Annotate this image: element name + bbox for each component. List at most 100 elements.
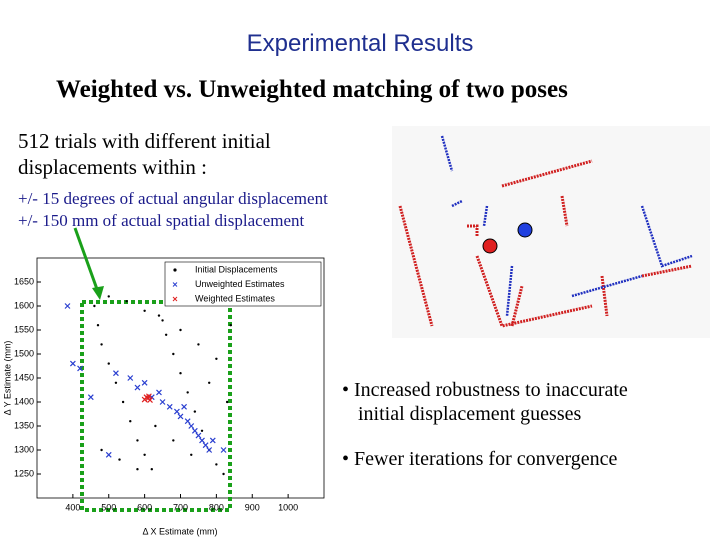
point <box>161 319 164 322</box>
point <box>229 324 232 327</box>
point <box>202 442 209 449</box>
y-tick-label: 1400 <box>14 396 34 406</box>
point <box>215 357 218 360</box>
bullet-text: Fewer iterations for convergence <box>354 448 618 470</box>
point <box>186 391 189 394</box>
point <box>209 437 216 444</box>
point <box>113 370 119 377</box>
pose-red <box>482 238 498 254</box>
legend-marker <box>173 268 177 272</box>
point <box>215 463 218 466</box>
point <box>206 447 213 453</box>
point <box>166 403 173 410</box>
range: +/- 150 mm of actual spatial displacemen… <box>18 211 305 230</box>
y-tick-label: 1250 <box>14 468 34 478</box>
point <box>195 432 202 439</box>
point <box>188 423 195 429</box>
bullet-text: Increased robustness to inaccurate <box>354 379 628 401</box>
slide-subtitle: Weighted vs. Unweighted matching of two … <box>56 76 568 103</box>
legend-marker <box>172 282 178 287</box>
point <box>107 295 110 298</box>
x-axis-label: Δ X Estimate (mm) <box>142 526 217 536</box>
y-tick-label: 1300 <box>14 444 34 454</box>
point <box>208 381 211 384</box>
point <box>197 343 200 346</box>
point <box>154 424 157 428</box>
point <box>172 439 175 442</box>
point <box>200 429 204 432</box>
point <box>181 403 188 410</box>
y-tick-label: 1650 <box>14 276 34 286</box>
point <box>136 439 139 442</box>
arrow-shaft <box>73 227 100 293</box>
pose-blue <box>517 222 533 238</box>
legend-label: Weighted Estimates <box>195 293 275 303</box>
point <box>220 447 227 453</box>
point <box>222 472 225 476</box>
y-axis-label: Δ Y Estimate (mm) <box>2 341 12 416</box>
bullet-line: initial displacement guesses <box>358 403 582 425</box>
point <box>179 372 182 375</box>
y-tick-label: 1450 <box>14 372 34 382</box>
point <box>157 314 161 317</box>
point <box>190 453 193 456</box>
point <box>118 458 121 461</box>
point <box>141 379 148 386</box>
map-red <box>398 159 693 328</box>
point <box>134 384 141 391</box>
point <box>143 453 146 456</box>
point <box>199 437 205 444</box>
point <box>193 410 197 413</box>
ranges: +/- 15 degrees of actual angular displac… <box>18 188 328 232</box>
point <box>96 324 100 327</box>
point <box>173 408 180 415</box>
point <box>129 420 132 423</box>
slide-title: Experimental Results <box>246 30 474 57</box>
point <box>69 360 76 367</box>
x-tick-label: 500 <box>101 502 116 512</box>
point <box>184 418 191 425</box>
point <box>191 427 198 434</box>
x-tick-label: 800 <box>209 502 224 512</box>
point <box>114 381 118 384</box>
x-tick-label: 1000 <box>278 502 298 512</box>
point <box>156 389 162 396</box>
point <box>93 304 96 308</box>
point <box>225 400 229 404</box>
y-tick-label: 1550 <box>14 324 34 334</box>
point <box>164 333 168 336</box>
point <box>179 328 182 332</box>
point <box>143 309 146 312</box>
map-image <box>392 126 710 338</box>
point <box>172 352 175 356</box>
point <box>121 400 125 404</box>
point <box>177 413 184 420</box>
bullet-line: • Increased robustness to inaccurate <box>342 379 628 401</box>
x-tick-label: 900 <box>245 502 260 512</box>
point <box>77 365 83 372</box>
point <box>147 397 153 404</box>
y-tick-label: 1600 <box>14 300 34 310</box>
point <box>100 343 103 346</box>
point <box>64 303 71 309</box>
point <box>150 468 153 471</box>
point <box>136 468 139 471</box>
arrow-head <box>92 286 104 300</box>
point <box>105 451 112 458</box>
intro-line: 512 trials with different initial <box>18 129 271 153</box>
map-bg <box>392 126 710 338</box>
point <box>159 399 166 405</box>
intro: 512 trials with different initial displa… <box>18 128 271 180</box>
legend-marker <box>172 296 178 302</box>
point <box>87 394 94 401</box>
intro-line: displacements within : <box>18 155 207 179</box>
legend-box <box>164 261 322 307</box>
highlight-box <box>80 300 232 512</box>
range: +/- 15 degrees of actual angular displac… <box>18 189 328 208</box>
map-blue <box>440 135 693 317</box>
y-tick-label: 1500 <box>14 348 34 358</box>
x-tick-label: 700 <box>173 502 188 512</box>
point <box>100 448 103 452</box>
point <box>127 375 134 381</box>
